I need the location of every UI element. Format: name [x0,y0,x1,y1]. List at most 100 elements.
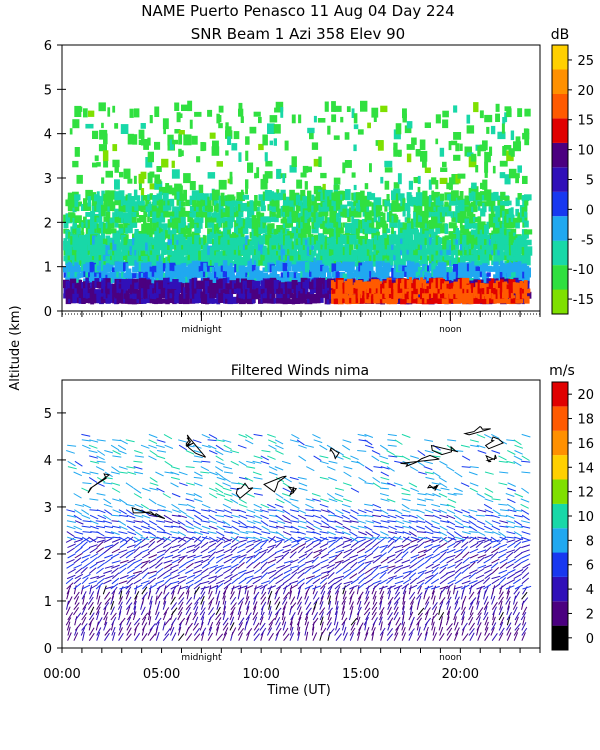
wind-barb-0 [394,586,401,595]
wind-barb-1 [246,577,254,585]
snr-cell-0 [344,160,352,168]
wind-barb-0 [185,633,193,641]
snr-cell-2 [138,241,144,251]
snr-cell-1 [466,210,474,217]
snr-cell-0 [393,142,398,150]
snr-cell-5 [399,284,404,293]
wind-barb-0 [88,617,95,626]
snr-cell-0 [276,189,280,196]
snr-cell-2 [163,247,167,255]
wind-barb-1 [349,554,359,559]
snr-cell-3 [149,266,154,272]
wind-barb-1 [483,558,492,564]
snr-cell-0 [435,138,439,145]
snr-cell-1 [426,211,430,218]
snr-cell-3 [103,271,107,278]
snr-cell-1 [453,225,458,233]
snr-cell-1 [351,192,355,201]
wind-barb-0 [275,622,281,631]
wind-barb-1 [65,577,74,585]
snr-cell-5 [426,299,430,304]
wind-barb-0 [170,602,178,610]
wind-barb-1 [380,557,389,564]
wind-barb-0 [393,601,399,610]
snr-cell-1 [508,216,513,224]
wind-barb-0 [186,611,192,621]
wind-barb-0 [215,612,222,621]
snr-cell-0 [262,134,268,146]
wind-barb-1 [200,558,210,564]
snr-cell-3 [351,263,355,273]
snr-cell-1 [377,211,384,217]
snr-cell-1 [406,214,411,224]
snr-cell-1 [433,231,438,239]
wind-barb-0 [371,631,375,641]
snr-cell-1 [515,197,520,207]
wind-barb-1 [319,577,328,585]
wind-barb-1 [410,554,420,559]
snr-cell-2 [311,253,315,261]
snr-cell-1 [256,224,260,234]
wind-barb-0 [372,617,378,626]
snr-cell-0 [138,129,145,139]
wind-barb-1 [222,565,232,569]
snr-cell-5 [504,291,508,300]
wind-barb-0 [371,606,378,616]
snr-cell-0 [455,174,461,184]
wind-barb-1 [276,557,284,564]
wind-barb-1 [185,583,194,590]
snr-cell-1 [238,209,244,218]
snr-cell-3 [172,264,177,272]
snr-cell-2 [484,256,489,267]
snr-cell-1 [324,199,329,206]
wind-barb-1 [275,578,284,585]
snr-cell-4 [140,286,145,294]
wind-barb-1 [141,552,151,559]
wind-barb-1 [343,539,352,543]
snr-cell-5 [428,285,433,294]
wind-barb-1 [209,539,219,543]
snr-cell-1 [515,222,520,229]
snr-cell-4 [109,291,113,300]
snr-cell-1 [178,218,183,224]
wind-barb-1 [222,542,232,549]
snr-cell-0 [161,158,169,168]
snr-cell-1 [384,201,388,212]
wind-barb-1 [201,562,210,569]
snr-cell-2 [440,252,444,261]
wind-barb-1 [491,547,500,554]
snr-cell-1 [497,205,501,212]
wind-barb-1 [483,583,492,590]
wind-barb-1 [289,584,299,590]
snr-cell-3 [293,272,297,279]
wind-barb-1 [237,542,247,549]
wind-barb-0 [378,616,383,626]
snr-cell-0 [154,106,160,117]
snr-cell-4 [254,280,261,290]
snr-cell-0 [324,101,329,112]
snr-cell-2 [388,261,393,267]
wind-barb-0 [334,586,341,595]
wind-barb-0 [252,612,259,621]
wind-barb-0 [387,612,393,621]
wind-barb-1 [424,585,434,590]
snr-cell-5 [428,289,433,299]
snr-cell-0 [149,171,155,178]
wind-barb-0 [126,602,133,611]
wind-barb-0 [118,627,123,636]
snr-cell-1 [207,207,212,218]
snr-cell-2 [110,259,114,266]
wind-barb-1 [95,582,104,590]
wind-barb-0 [103,611,109,621]
wind-barb-0 [305,601,312,610]
snr-cell-1 [331,212,337,218]
snr-cell-3 [251,265,256,272]
wind-barb-1 [253,562,261,569]
wind-barb-0 [512,606,518,616]
snr-cell-4 [127,278,136,289]
snr-cell-0 [238,152,242,162]
wind-barb-0 [313,597,320,605]
snr-cell-1 [227,196,236,207]
snr-cell-0 [253,111,261,117]
snr-cell-1 [131,213,137,223]
